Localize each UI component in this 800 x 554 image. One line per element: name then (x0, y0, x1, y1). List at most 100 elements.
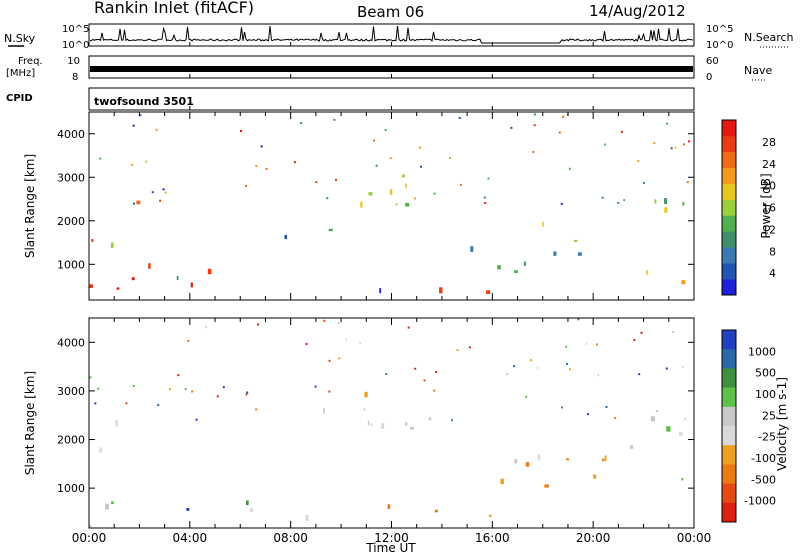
heatmap-cell (620, 130, 623, 133)
power-panel: 1000 2000 3000 4000 Slant Range [km] (23, 111, 695, 301)
colorbar-swatch (722, 199, 736, 216)
heatmap-cell (184, 387, 187, 390)
heatmap-cell (670, 147, 673, 150)
heatmap-cell (645, 270, 648, 275)
heatmap-cell (136, 200, 141, 205)
nsearch-tick-low: 10^0 (706, 40, 733, 51)
heatmap-cell (305, 342, 308, 345)
power-colorbar-ticks: 4 8 12 16 20 24 28 (762, 136, 776, 280)
beam-title: Beam 06 (357, 3, 424, 21)
colorbar-swatch (722, 502, 736, 523)
heatmap-cell (665, 367, 668, 370)
heatmap-cell (255, 164, 258, 167)
colorbar-tick-label: 500 (755, 367, 776, 380)
heatmap-cell (666, 122, 669, 125)
heatmap-cell (257, 323, 260, 326)
heatmap-cell (410, 426, 415, 430)
y-tick-label: 4000 (57, 128, 85, 141)
x-tick-label: 00:00 (677, 531, 712, 545)
heatmap-cell (568, 167, 571, 170)
colorbar-tick-label: 100 (755, 388, 776, 401)
heatmap-cell (333, 118, 336, 121)
heatmap-cell (363, 408, 366, 411)
heatmap-cell (458, 116, 461, 119)
heatmap-cell (94, 402, 97, 405)
freq-label-top: Freq. (18, 56, 43, 67)
velocity-y-label: Slant Range [km] (23, 371, 37, 475)
heatmap-cell (688, 140, 691, 143)
x-tick-label: 08:00 (273, 531, 308, 545)
heatmap-cell (483, 196, 486, 199)
heatmap-cell (405, 202, 410, 207)
heatmap-cell (597, 374, 600, 377)
heatmap-cell (132, 124, 135, 127)
heatmap-cell (91, 239, 94, 242)
heatmap-cell (405, 421, 408, 426)
heatmap-cell (530, 359, 533, 362)
heatmap-cell (500, 478, 504, 485)
heatmap-cell (326, 197, 329, 200)
heatmap-cell (387, 504, 391, 509)
heatmap-cell (681, 477, 684, 481)
heatmap-cell (536, 366, 539, 369)
heatmap-cell (674, 146, 677, 149)
heatmap-cell (682, 202, 685, 206)
date-title: 14/Aug/2012 (589, 2, 686, 20)
heatmap-cell (162, 188, 165, 191)
colorbar-swatch (722, 167, 736, 184)
heatmap-cell (89, 284, 94, 288)
heatmap-cell (544, 484, 549, 488)
heatmap-cell (293, 161, 296, 164)
cpid-label: CPID (6, 93, 33, 104)
heatmap-cell (368, 192, 373, 196)
heatmap-cell (246, 500, 249, 506)
heatmap-cell (566, 458, 570, 461)
heatmap-cell (401, 174, 406, 178)
heatmap-cell (601, 458, 605, 462)
heatmap-cell (439, 287, 443, 294)
colorbar-tick-label: -1000 (744, 495, 776, 508)
power-y-ticks: 1000 2000 3000 4000 (57, 128, 694, 271)
heatmap-cell (195, 418, 198, 421)
heatmap-cell (139, 114, 142, 117)
power-x-ticks (88, 112, 695, 300)
heatmap-cell (637, 160, 640, 163)
heatmap-cell (405, 183, 407, 189)
x-tick-label: 12:00 (374, 531, 409, 545)
heatmap-cell (385, 372, 388, 375)
nsky-label: N.Sky (4, 32, 36, 45)
freq-tick-high: 10 (67, 56, 80, 67)
heatmap-cell (239, 130, 242, 133)
station-title: Rankin Inlet (fitACF) (94, 0, 254, 17)
heatmap-cell (328, 390, 331, 393)
heatmap-cell (155, 128, 158, 131)
heatmap-cell (560, 202, 563, 205)
heatmap-cell (249, 508, 254, 512)
heatmap-cell (423, 379, 426, 382)
heatmap-cell (459, 183, 462, 186)
colorbar-swatch (722, 231, 736, 248)
heatmap-cell (367, 420, 370, 426)
colorbar-tick-label: 8 (769, 245, 776, 258)
heatmap-cell (176, 275, 179, 281)
heatmap-cell (300, 121, 303, 124)
velocity-colorbar (721, 329, 737, 523)
colorbar-swatch (722, 368, 736, 388)
heatmap-cell (686, 181, 689, 184)
heatmap-cell (666, 426, 671, 432)
heatmap-cell (523, 261, 526, 266)
heatmap-cell (593, 474, 597, 479)
heatmap-cell (186, 508, 190, 511)
colorbar-swatch (722, 330, 736, 350)
colorbar-swatch (722, 215, 736, 232)
heatmap-cell (655, 410, 658, 413)
heatmap-cell (681, 280, 686, 285)
heatmap-cell (525, 462, 530, 467)
colorbar-swatch (722, 247, 736, 264)
nsearch-label: N.Search (744, 31, 794, 44)
heatmap-cell (216, 395, 219, 398)
heatmap-cell (614, 417, 617, 420)
heatmap-cell (389, 157, 392, 160)
heatmap-cell (486, 290, 491, 295)
heatmap-cell (345, 338, 348, 341)
